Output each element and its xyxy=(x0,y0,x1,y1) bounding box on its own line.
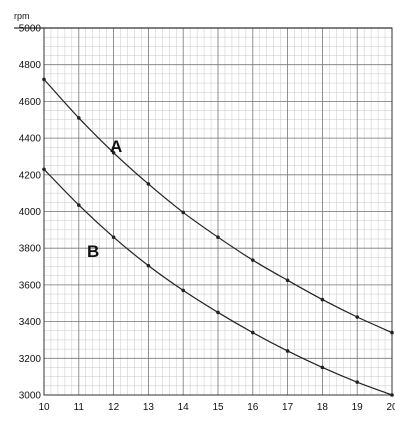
data-point-b-15 xyxy=(216,310,220,315)
y-tick-label: 4600 xyxy=(19,97,42,108)
data-point-a-13 xyxy=(146,182,151,186)
data-point-a-10 xyxy=(42,77,46,82)
data-point-a-19 xyxy=(355,315,360,319)
series-label-b: B xyxy=(87,242,99,261)
y-tick-label: 3200 xyxy=(19,354,42,365)
data-point-b-20 xyxy=(390,393,394,397)
series-label-a: A xyxy=(110,137,122,156)
data-point-a-11 xyxy=(77,116,81,120)
y-tick-label: 4200 xyxy=(19,170,42,181)
y-tick-label: 3800 xyxy=(19,244,42,255)
x-tick-label: 10 xyxy=(38,402,50,413)
y-tick-label: 4000 xyxy=(19,207,42,218)
x-tick-label: 20 xyxy=(386,402,395,413)
y-tick-label: 5000 xyxy=(19,24,42,35)
y-tick-label: 4400 xyxy=(19,134,42,145)
data-point-b-17 xyxy=(285,349,290,353)
data-point-b-14 xyxy=(181,288,185,293)
x-tick-label: 16 xyxy=(247,402,259,413)
y-axis-ticks: 3000 3200 3400 3600 3800 4000 4200 4400 4600 4800… xyxy=(19,24,42,402)
x-tick-label: 11 xyxy=(74,402,85,413)
x-tick-label: 15 xyxy=(212,402,224,413)
y-tick-label: 3600 xyxy=(19,280,42,291)
x-axis-ticks: 10 11 12 13 14 15 16 17 18 19 20 xyxy=(38,402,395,413)
x-tick-label: 13 xyxy=(143,402,155,413)
data-point-a-14 xyxy=(181,210,185,215)
x-tick-label: 14 xyxy=(178,402,190,413)
series-layer xyxy=(42,77,394,397)
data-point-b-19 xyxy=(355,380,360,384)
data-point-b-11 xyxy=(77,203,81,207)
y-tick-label: 4800 xyxy=(19,60,42,71)
x-tick-label: 17 xyxy=(282,402,294,413)
x-tick-label: 12 xyxy=(108,402,120,413)
data-point-a-15 xyxy=(216,235,220,239)
data-point-b-16 xyxy=(251,330,255,335)
y-axis-label: rpm xyxy=(14,11,30,21)
data-point-a-20 xyxy=(390,330,394,335)
data-point-b-10 xyxy=(42,167,46,172)
plot-frame xyxy=(43,27,393,396)
x-tick-label: 18 xyxy=(317,402,329,413)
data-point-a-12 xyxy=(111,150,116,155)
x-tick-label: 19 xyxy=(352,402,364,413)
data-point-b-12 xyxy=(111,235,116,239)
data-point-a-17 xyxy=(285,278,290,283)
data-point-a-16 xyxy=(251,258,255,262)
data-point-b-18 xyxy=(320,365,325,370)
data-point-b-13 xyxy=(146,263,151,268)
y-tick-label: 3400 xyxy=(19,317,42,328)
data-point-a-18 xyxy=(320,297,325,302)
y-tick-label: 3000 xyxy=(19,391,42,402)
